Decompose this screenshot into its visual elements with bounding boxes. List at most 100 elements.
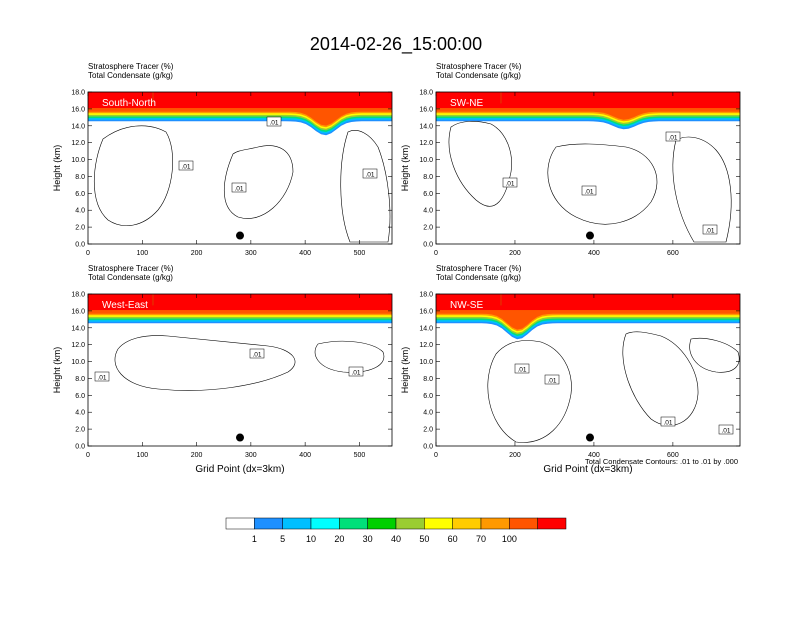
colorbar-label: 20	[334, 534, 344, 544]
y-tick-label: 16.0	[419, 308, 433, 315]
colorbar-label: 70	[476, 534, 486, 544]
contour-label: .01	[365, 172, 374, 179]
y-tick-label: 12.0	[71, 140, 85, 147]
colorbar-swatch	[282, 517, 312, 530]
contour-label-box	[544, 374, 560, 385]
y-tick-label: 6.0	[75, 393, 85, 400]
y-tick-label: 18.0	[419, 292, 433, 299]
x-tick-label: 100	[136, 250, 148, 257]
y-tick-label: 10.0	[71, 157, 85, 164]
y-tick-label: 2.0	[423, 225, 433, 232]
contour-label: .01	[351, 370, 360, 377]
panel-subtitle-1: Stratosphere Tracer (%)	[88, 62, 174, 71]
plot-frame	[435, 91, 741, 245]
contour-label: .01	[668, 135, 677, 142]
contour-label-box	[94, 371, 110, 382]
y-axis-label: Height (km)	[52, 145, 62, 192]
location-marker	[236, 231, 244, 240]
contour-label-box	[581, 185, 597, 196]
panel-label: NW-SE	[450, 300, 483, 311]
y-tick-label: 4.0	[423, 410, 433, 417]
colorbar-label: 40	[391, 534, 401, 544]
colorbar-label: 10	[306, 534, 316, 544]
tracer-field	[436, 294, 740, 340]
contour-label: .01	[517, 367, 526, 374]
y-tick-label: 8.0	[75, 376, 85, 383]
x-tick-label: 400	[588, 452, 600, 459]
x-tick-label: 500	[354, 250, 366, 257]
contour-label: .01	[705, 228, 714, 235]
contour-footnote: Total Condensate Contours: .01 to .01 by…	[585, 457, 738, 466]
contour-label: .01	[234, 186, 243, 193]
x-tick-label: 100	[136, 452, 148, 459]
y-tick-label: 4.0	[75, 410, 85, 417]
condensate-contour	[487, 340, 572, 443]
contour-label-box	[266, 116, 282, 127]
panel-0: Stratosphere Tracer (%)Total Condensate …	[52, 62, 393, 257]
y-tick-label: 10.0	[419, 359, 433, 366]
colorbar-swatch	[424, 517, 453, 530]
y-tick-label: 14.0	[419, 325, 433, 332]
y-tick-label: 18.0	[71, 292, 85, 299]
tracer-field	[436, 92, 740, 130]
y-tick-label: 6.0	[75, 191, 85, 198]
y-tick-label: 14.0	[71, 123, 85, 130]
colorbar-swatch	[339, 517, 368, 530]
plot-frame	[435, 293, 741, 447]
x-tick-label: 200	[509, 452, 521, 459]
contour-label-box	[514, 363, 530, 374]
contour-label-box	[348, 366, 364, 377]
y-tick-label: 16.0	[419, 106, 433, 113]
colorbar-swatch	[537, 517, 567, 530]
panels: Stratosphere Tracer (%)Total Condensate …	[52, 62, 741, 475]
panel-label: South-North	[102, 98, 156, 109]
x-tick-label: 600	[667, 452, 679, 459]
contour-label-box	[702, 224, 718, 235]
panel-subtitle-1: Stratosphere Tracer (%)	[436, 264, 522, 273]
colorbar-swatch	[367, 517, 397, 530]
panel-label: SW-NE	[450, 98, 483, 109]
x-tick-label: 0	[434, 250, 438, 257]
condensate-contour	[114, 335, 296, 391]
y-tick-label: 0.0	[423, 242, 433, 249]
panel-label: West-East	[102, 300, 148, 311]
y-tick-label: 0.0	[423, 444, 433, 451]
y-axis-label: Height (km)	[400, 145, 410, 192]
y-tick-label: 8.0	[423, 376, 433, 383]
contour-label: .01	[721, 428, 730, 435]
y-tick-label: 2.0	[75, 225, 85, 232]
colorbar-label: 50	[419, 534, 429, 544]
contour-label-box	[660, 416, 676, 427]
y-tick-label: 4.0	[75, 208, 85, 215]
x-axis-label: Grid Point (dx=3km)	[195, 464, 284, 475]
colorbar-label: 5	[280, 534, 285, 544]
plot-frame	[87, 293, 393, 447]
x-axis-label: Grid Point (dx=3km)	[543, 464, 632, 475]
colorbar-swatch	[310, 517, 340, 530]
condensate-contour	[448, 121, 512, 207]
x-tick-label: 400	[299, 452, 311, 459]
condensate-contour	[314, 340, 385, 373]
contour-label: .01	[269, 120, 278, 127]
y-tick-label: 6.0	[423, 393, 433, 400]
y-tick-label: 12.0	[419, 140, 433, 147]
panel-2: Stratosphere Tracer (%)Total Condensate …	[52, 264, 393, 475]
colorbar-swatch	[452, 517, 482, 530]
colorbar-swatch	[509, 517, 538, 530]
condensate-contour	[689, 337, 740, 373]
figure-title: 2014-02-26_15:00:00	[310, 34, 482, 55]
y-axis-label: Height (km)	[400, 347, 410, 394]
x-tick-label: 200	[191, 452, 203, 459]
colorbar-swatch	[395, 517, 425, 530]
y-tick-label: 12.0	[419, 342, 433, 349]
panel-1: Stratosphere Tracer (%)Total Condensate …	[400, 62, 741, 257]
y-tick-label: 16.0	[71, 106, 85, 113]
colorbar: 1 5 10 20 30 40 50 60 70 100	[225, 517, 567, 544]
colorbar-label: 1	[252, 534, 257, 544]
tracer-field	[88, 92, 392, 136]
x-tick-label: 0	[86, 452, 90, 459]
plot-frame	[87, 91, 393, 245]
panel-subtitle-2: Total Condensate (g/kg)	[436, 273, 521, 282]
